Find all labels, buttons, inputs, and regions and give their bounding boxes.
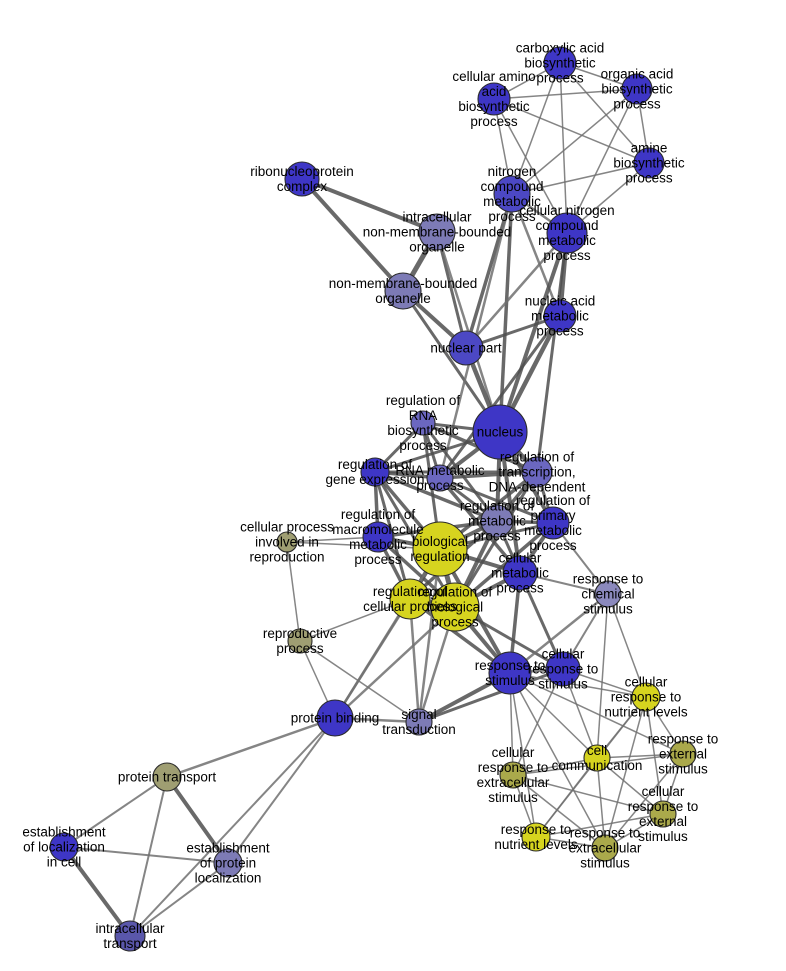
node-response-to-extracellular-stimulus[interactable]: response to extracellular stimulus (591, 834, 619, 862)
edge-regulation-of-transcription-dna-dependent--regulation-of-biological-process[interactable] (453, 471, 539, 608)
edge-cellular-amino-acid-biosynthetic-process--cellular-nitrogen-compound-metabolic-process[interactable] (493, 98, 568, 234)
edge-non-membrane-bounded-organelle--nucleus[interactable] (401, 290, 502, 433)
edge-carboxylic-acid-biosynthetic-process--amine-biosynthetic-process[interactable] (559, 62, 650, 164)
edge-protein-binding--regulation-of-biological-process[interactable] (334, 606, 456, 719)
node-cellular-response-to-nutrient-levels[interactable]: cellular response to nutrient levels (631, 682, 661, 712)
node-regulation-of-transcription-dna-dependent[interactable]: regulation of transcription, DNA-depende… (521, 456, 553, 488)
edge-cellular-response-to-extracellular-stimulus--cellular-response-to-external-stimulus[interactable] (512, 774, 664, 815)
edge-reproductive-process--signal-transduction[interactable] (299, 640, 420, 723)
node-ribonucleoprotein-complex[interactable]: ribonucleoprotein complex (284, 161, 320, 197)
edge-cell-communication--response-to-external-stimulus[interactable] (596, 753, 684, 759)
node-cellular-metabolic-process[interactable]: cellular metabolic process (502, 555, 538, 591)
edge-cell-communication--cellular-response-to-extracellular-stimulus[interactable] (512, 757, 598, 776)
edge-response-to-chemical-stimulus--cell-communication[interactable] (596, 593, 609, 759)
node-regulation-of-cellular-process[interactable]: regulation of cellular process (389, 578, 431, 620)
node-cellular-response-to-extracellular-stimulus[interactable]: cellular response to extracellular stimu… (499, 761, 527, 789)
node-non-membrane-bounded-organelle[interactable]: non-membrane-bounded organelle (384, 272, 422, 310)
node-cellular-response-to-external-stimulus[interactable]: cellular response to external stimulus (649, 800, 677, 828)
node-regulation-of-metabolic-process[interactable]: regulation of metabolic process (480, 504, 514, 538)
edge-establishment-of-protein-localization--intracellular-transport[interactable] (129, 862, 229, 937)
edge-organic-acid-biosynthetic-process--cellular-nitrogen-compound-metabolic-process[interactable] (566, 88, 638, 234)
edge-rna-metabolic-process--regulation-of-primary-metabolic-process[interactable] (439, 476, 554, 525)
edge-cellular-amino-acid-biosynthetic-process--amine-biosynthetic-process[interactable] (493, 98, 650, 164)
edge-response-to-stimulus--response-to-external-stimulus[interactable] (509, 672, 684, 755)
edge-cellular-response-to-stimulus--cellular-response-to-extracellular-stimulus[interactable] (512, 668, 564, 776)
edge-establishment-of-localization-in-cell--establishment-of-protein-localization[interactable] (63, 846, 229, 864)
node-regulation-of-rna-biosynthetic-process[interactable]: regulation of RNA biosynthetic process (410, 410, 436, 436)
node-response-to-nutrient-levels[interactable]: response to nutrient levels (521, 822, 551, 852)
edge-signal-transduction--biological-regulation[interactable] (417, 548, 442, 723)
edge-protein-binding--biological-regulation[interactable] (333, 548, 442, 719)
edge-cellular-process-involved-in-reproduction--reproductive-process[interactable] (286, 541, 301, 642)
node-nitrogen-compound-metabolic-process[interactable]: nitrogen compound metabolic process (493, 175, 531, 213)
node-reproductive-process[interactable]: reproductive process (287, 628, 313, 654)
edge-protein-binding--protein-transport[interactable] (166, 716, 336, 779)
node-protein-binding[interactable]: protein binding (316, 699, 354, 737)
node-cell-communication[interactable]: cell communication (583, 744, 611, 772)
node-cellular-nitrogen-compound-metabolic-process[interactable]: cellular nitrogen compound metabolic pro… (546, 212, 588, 254)
edge-response-to-stimulus--response-to-extracellular-stimulus[interactable] (509, 672, 606, 849)
edge-response-to-stimulus--cellular-response-to-nutrient-levels[interactable] (509, 672, 647, 698)
edge-cell-communication--response-to-extracellular-stimulus[interactable] (596, 757, 606, 849)
edge-ribonucleoprotein-complex--intracellular-non-membrane-bounded-organelle[interactable] (301, 177, 438, 234)
node-response-to-stimulus[interactable]: response to stimulus (488, 651, 532, 695)
edge-cellular-nitrogen-compound-metabolic-process--nucleus[interactable] (498, 232, 569, 433)
node-regulation-of-primary-metabolic-process[interactable]: regulation of primary metabolic process (536, 506, 570, 540)
node-layer: carboxylic acid biosynthetic process orga… (49, 46, 697, 952)
node-intracellular-transport[interactable]: intracellular transport (114, 920, 146, 952)
edge-organic-acid-biosynthetic-process--cellular-amino-acid-biosynthetic-process[interactable] (493, 88, 638, 100)
edge-signal-transduction--regulation-of-cellular-process[interactable] (408, 598, 421, 723)
edge-cellular-nitrogen-compound-metabolic-process--regulation-of-transcription-dna-dependent[interactable] (535, 232, 569, 473)
edge-carboxylic-acid-biosynthetic-process--nitrogen-compound-metabolic-process[interactable] (511, 62, 561, 195)
edge-response-to-chemical-stimulus--cellular-response-to-nutrient-levels[interactable] (607, 593, 647, 698)
edge-carboxylic-acid-biosynthetic-process--cellular-nitrogen-compound-metabolic-process[interactable] (559, 62, 568, 234)
node-establishment-of-localization-in-cell[interactable]: establishment of localization in cell (49, 832, 79, 862)
edge-response-to-nutrient-levels--cellular-response-to-external-stimulus[interactable] (535, 813, 664, 838)
edge-amine-biosynthetic-process--nitrogen-compound-metabolic-process[interactable] (511, 162, 650, 195)
node-signal-transduction[interactable]: signal transduction (405, 708, 433, 736)
edge-nitrogen-compound-metabolic-process--nucleic-acid-metabolic-process[interactable] (510, 193, 562, 317)
edge-ribonucleoprotein-complex--non-membrane-bounded-organelle[interactable] (300, 177, 405, 293)
node-nucleic-acid-metabolic-process[interactable]: nucleic acid metabolic process (543, 299, 577, 333)
edge-cell-communication--cellular-response-to-external-stimulus[interactable] (596, 757, 664, 815)
node-organic-acid-biosynthetic-process[interactable]: organic acid biosynthetic process (621, 73, 653, 105)
node-regulation-of-gene-expression[interactable]: regulation of gene expression (360, 457, 390, 487)
edge-rna-metabolic-process--cellular-metabolic-process[interactable] (438, 476, 522, 575)
edge-layer (62, 62, 684, 938)
node-protein-transport[interactable]: protein transport (152, 762, 182, 792)
node-regulation-of-biological-process[interactable]: regulation of biological process (430, 582, 480, 632)
edge-protein-transport--establishment-of-localization-in-cell[interactable] (63, 776, 168, 848)
edge-organic-acid-biosynthetic-process--nitrogen-compound-metabolic-process[interactable] (511, 88, 638, 195)
edge-cellular-nitrogen-compound-metabolic-process--nuclear-part[interactable] (465, 232, 568, 349)
node-response-to-external-stimulus[interactable]: response to external stimulus (669, 740, 697, 768)
node-nucleus[interactable]: nucleus (472, 404, 528, 460)
node-cellular-response-to-stimulus[interactable]: cellular response to stimulus (545, 651, 581, 687)
edge-rna-metabolic-process--regulation-of-transcription-dna-dependent[interactable] (439, 470, 538, 480)
node-regulation-of-macromolecule-metabolic-process[interactable]: regulation of macromolecule metabolic pr… (362, 521, 394, 553)
edge-nucleic-acid-metabolic-process--rna-metabolic-process[interactable] (438, 315, 562, 479)
edge-cellular-response-to-nutrient-levels--cellular-response-to-external-stimulus[interactable] (645, 696, 664, 815)
node-cellular-process-involved-in-reproduction[interactable]: cellular process involved in reproductio… (276, 531, 298, 553)
edge-protein-transport--intracellular-transport[interactable] (129, 776, 168, 937)
edge-protein-transport--establishment-of-protein-localization[interactable] (165, 775, 230, 865)
edge-response-to-external-stimulus--response-to-extracellular-stimulus[interactable] (604, 753, 684, 849)
edge-protein-binding--intracellular-transport[interactable] (129, 717, 336, 937)
node-biological-regulation[interactable]: biological regulation (412, 521, 468, 577)
edge-regulation-of-gene-expression--regulation-of-metabolic-process[interactable] (374, 470, 498, 523)
edge-establishment-of-localization-in-cell--intracellular-transport[interactable] (62, 845, 132, 938)
node-response-to-chemical-stimulus[interactable]: response to chemical stimulus (594, 580, 622, 608)
node-carboxylic-acid-biosynthetic-process[interactable]: carboxylic acid biosynthetic process (543, 46, 577, 80)
edge-cellular-response-to-extracellular-stimulus--response-to-extracellular-stimulus[interactable] (512, 774, 606, 849)
node-nuclear-part[interactable]: nuclear part (448, 330, 484, 366)
node-intracellular-non-membrane-bounded-organelle[interactable]: intracellular non-membrane-bounded organ… (418, 213, 456, 251)
edge-protein-binding--establishment-of-protein-localization[interactable] (227, 717, 336, 864)
node-establishment-of-protein-localization[interactable]: establishment of protein localization (213, 848, 243, 878)
node-cellular-amino-acid-biosynthetic-process[interactable]: cellular amino acid biosynthetic process (477, 82, 511, 116)
node-amine-biosynthetic-process[interactable]: amine biosynthetic process (633, 147, 665, 179)
node-rna-metabolic-process[interactable]: RNA metabolic process (426, 464, 454, 492)
